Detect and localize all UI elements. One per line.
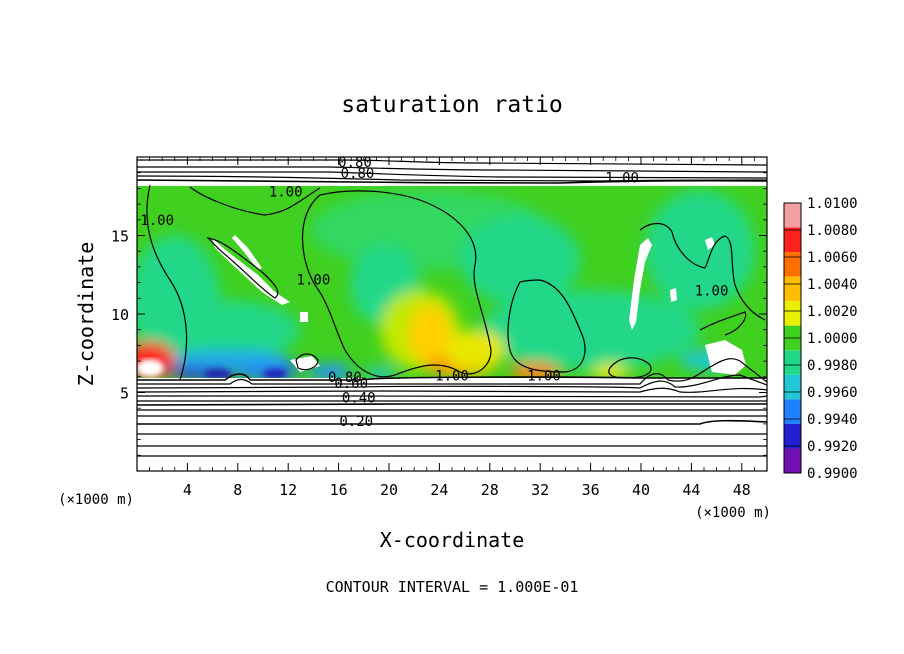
- x-tick-label: 32: [531, 481, 549, 499]
- x-axis-label: X-coordinate: [380, 528, 525, 552]
- x-tick-label: 40: [632, 481, 650, 499]
- x-tick-label: 16: [330, 481, 348, 499]
- colorbar-label: 0.9940: [807, 412, 858, 428]
- contour-label: 1.00: [269, 185, 303, 201]
- x-tick-label: 44: [682, 481, 700, 499]
- chart-title: saturation ratio: [341, 92, 563, 118]
- contour-label: 0.80: [341, 166, 375, 182]
- colorbar-segment: [784, 399, 801, 424]
- colorbar-label: 0.9980: [807, 358, 858, 374]
- colorbar-segment: [784, 423, 801, 449]
- x-tick-label: 36: [582, 481, 600, 499]
- contour-label: 0.60: [334, 376, 368, 392]
- x-tick-label: 24: [430, 481, 448, 499]
- colorbar-segment: [784, 350, 801, 375]
- contour-label: 0.20: [339, 414, 373, 430]
- y-axis-label: Z-coordinate: [74, 242, 98, 387]
- colorbar-label: 1.0100: [807, 196, 858, 212]
- contour-interval-note: CONTOUR INTERVAL = 1.000E-01: [326, 578, 579, 596]
- x-unit-label: (×1000 m): [695, 505, 771, 521]
- contour-label: 1.00: [140, 213, 174, 229]
- x-tick-label: 8: [233, 481, 242, 499]
- y-tick-label: 5: [120, 385, 129, 403]
- x-tick-label: 12: [279, 481, 297, 499]
- y-axis-ticks: 5 10 15: [111, 172, 767, 456]
- colorbar-label: 1.0040: [807, 277, 858, 293]
- contour-label: 1.00: [605, 171, 639, 187]
- colorbar-segment: [784, 227, 801, 253]
- x-tick-label: 20: [380, 481, 398, 499]
- colorbar-segment: [784, 252, 801, 277]
- contour-label: 1.00: [435, 368, 469, 384]
- y-unit-label: (×1000 m): [58, 492, 134, 508]
- contour-label: 1.00: [695, 284, 729, 300]
- colorbar-segment: [784, 276, 801, 302]
- x-tick-label: 28: [481, 481, 499, 499]
- colorbar-segment: [784, 448, 801, 473]
- contour-label: 0.40: [342, 390, 376, 406]
- colorbar-label: 1.0080: [807, 223, 858, 239]
- colorbar-label: 1.0060: [807, 250, 858, 266]
- x-axis-ticks: 4 8 12 16 20 24 28 32 36 40 44 48: [149, 157, 755, 499]
- colorbar-label: 0.9920: [807, 439, 858, 455]
- x-tick-label: 4: [183, 481, 192, 499]
- contour-label: 1.00: [297, 273, 331, 289]
- colorbar-label: 1.0000: [807, 331, 858, 347]
- contour-label: 0.80: [328, 370, 362, 386]
- y-tick-label: 15: [111, 228, 129, 246]
- colorbar: 1.0100 1.0080 1.0060 1.0040 1.0020 1.0000 0.99…: [783, 196, 858, 482]
- contour-label: 1.00: [527, 368, 561, 384]
- colorbar-segment: [784, 374, 801, 400]
- contour-lines: [137, 159, 767, 457]
- colorbar-label: 1.0020: [807, 304, 858, 320]
- colorbar-label: 0.9900: [807, 466, 858, 482]
- colorbar-segment: [784, 203, 801, 228]
- colorbar-segment: [784, 301, 801, 326]
- colorbar-label: 0.9960: [807, 385, 858, 401]
- plot-area: 0.800.80 1.001.001.001.001.001.00 1.000.80…: [137, 157, 767, 471]
- y-tick-label: 10: [111, 306, 129, 324]
- x-tick-label: 48: [733, 481, 751, 499]
